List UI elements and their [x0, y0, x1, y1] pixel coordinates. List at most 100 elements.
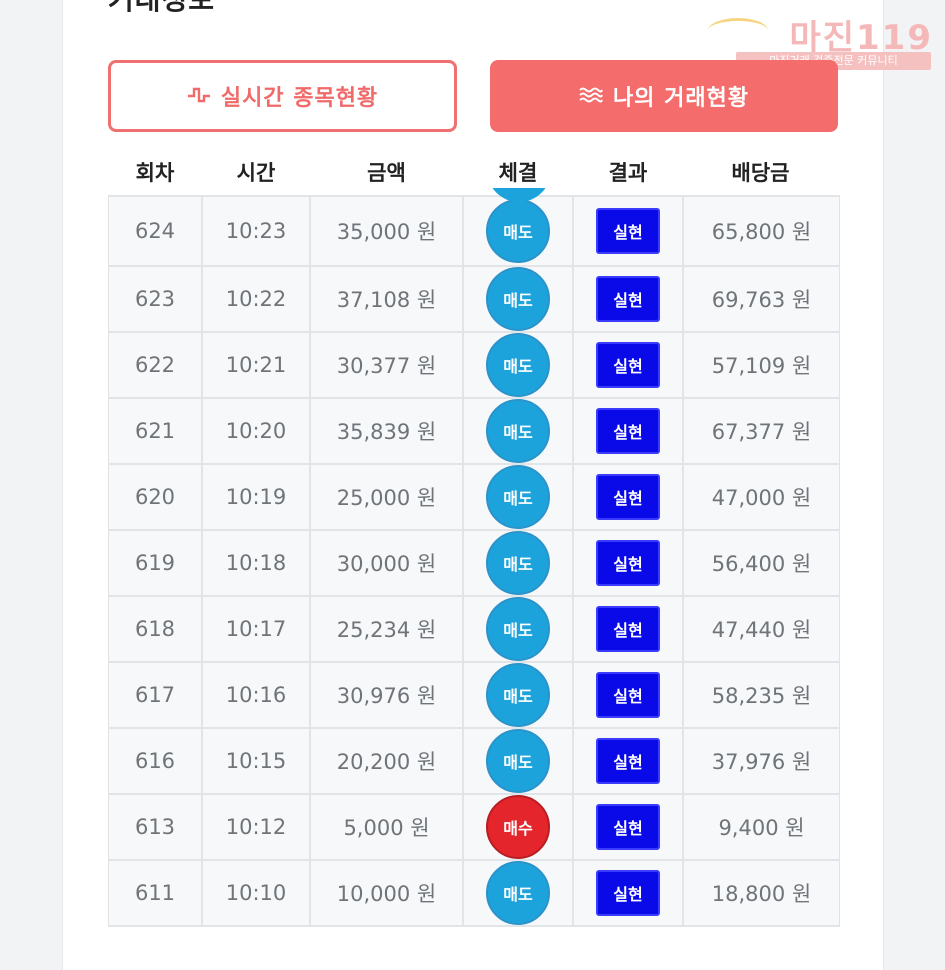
cell-trade: 매도 — [464, 663, 574, 727]
cell-round: 616 — [109, 729, 203, 793]
cell-trade: 매도 — [464, 531, 574, 595]
cell-payout: 9,400 원 — [718, 816, 805, 840]
cell-result: 실현 — [574, 465, 684, 529]
cell-amount: 35,000 원 — [311, 197, 464, 265]
cell-time: 10:12 — [203, 795, 311, 859]
cell-amount: 30,000 원 — [311, 531, 464, 595]
table-row: 618 10:17 25,234 원 매도 실현 47,440 원 — [109, 597, 839, 663]
header-trade: 체결 — [498, 161, 538, 185]
scrolled-badge-peek — [487, 188, 551, 202]
header-amount: 금액 — [367, 161, 406, 185]
trade-badge: 매도 — [486, 267, 550, 331]
trade-badge: 매도 — [486, 531, 550, 595]
cell-payout: 67,377 원 — [711, 420, 812, 444]
table-row: 623 10:22 37,108 원 매도 실현 69,763 원 — [109, 267, 839, 333]
table-row: 616 10:15 20,200 원 매도 실현 37,976 원 — [109, 729, 839, 795]
live-status-label: 실시간 종목현황 — [220, 86, 379, 111]
cell-time: 10:20 — [203, 399, 311, 463]
cell-round: 611 — [109, 861, 203, 925]
cell-payout: 69,763 원 — [711, 288, 812, 312]
my-trades-label: 나의 거래현황 — [612, 86, 750, 111]
header-time: 시간 — [236, 161, 276, 185]
table-row: 611 10:10 10,000 원 매도 실현 18,800 원 — [109, 861, 839, 927]
cell-trade: 매수 — [464, 795, 574, 859]
cell-round: 617 — [109, 663, 203, 727]
table-row: 613 10:12 5,000 원 매수 실현 9,400 원 — [109, 795, 839, 861]
cell-amount: 37,108 원 — [311, 267, 464, 331]
trade-badge: 매도 — [486, 597, 550, 661]
result-badge: 실현 — [596, 474, 660, 520]
cell-amount: 30,377 원 — [311, 333, 464, 397]
cell-time: 10:17 — [203, 597, 311, 661]
cell-trade: 매도 — [464, 333, 574, 397]
cell-payout: 58,235 원 — [711, 684, 812, 708]
trade-badge: 매수 — [486, 795, 550, 859]
cell-trade: 매도 — [464, 399, 574, 463]
result-badge: 실현 — [596, 606, 660, 652]
cell-trade: 매도 — [464, 729, 574, 793]
wing-icon — [708, 18, 768, 43]
cell-payout: 47,000 원 — [711, 486, 812, 510]
cell-amount: 10,000 원 — [311, 861, 464, 925]
pulse-icon — [187, 86, 211, 107]
table-header: 회차 시간 금액 체결 결과 배당금 — [108, 150, 838, 196]
cell-result: 실현 — [574, 795, 684, 859]
cell-result: 실현 — [574, 333, 684, 397]
cell-result: 실현 — [574, 663, 684, 727]
table-row: 621 10:20 35,839 원 매도 실현 67,377 원 — [109, 399, 839, 465]
result-badge: 실현 — [596, 408, 660, 454]
cell-time: 10:18 — [203, 531, 311, 595]
cell-result: 실현 — [574, 729, 684, 793]
cell-time: 10:22 — [203, 267, 311, 331]
cell-amount: 30,976 원 — [311, 663, 464, 727]
cell-amount: 25,234 원 — [311, 597, 464, 661]
cell-round: 618 — [109, 597, 203, 661]
watermark-logo: 마진119 — [789, 18, 933, 58]
header-round: 회차 — [135, 161, 175, 185]
result-badge: 실현 — [596, 804, 660, 850]
result-badge: 실현 — [596, 540, 660, 586]
my-trades-button[interactable]: 나의 거래현황 — [490, 60, 838, 132]
cell-trade: 매도 — [464, 861, 574, 925]
cell-result: 실현 — [574, 267, 684, 331]
trade-badge: 매도 — [486, 729, 550, 793]
cell-result: 실현 — [574, 597, 684, 661]
trade-table-body[interactable]: 624 10:23 35,000 원 매도 실현 65,800 원 623 10:22 37,1… — [108, 195, 840, 927]
cell-round: 624 — [109, 197, 203, 265]
cell-trade: 매도 — [464, 597, 574, 661]
cell-round: 622 — [109, 333, 203, 397]
live-status-button[interactable]: 실시간 종목현황 — [108, 60, 457, 132]
cell-payout: 57,109 원 — [711, 354, 812, 378]
table-row: 620 10:19 25,000 원 매도 실현 47,000 원 — [109, 465, 839, 531]
cell-payout: 37,976 원 — [711, 750, 812, 774]
cell-result: 실현 — [574, 399, 684, 463]
result-badge: 실현 — [596, 870, 660, 916]
cell-time: 10:16 — [203, 663, 311, 727]
cell-payout: 65,800 원 — [711, 220, 812, 244]
table-row: 619 10:18 30,000 원 매도 실현 56,400 원 — [109, 531, 839, 597]
cell-amount: 25,000 원 — [311, 465, 464, 529]
cell-payout: 18,800 원 — [711, 882, 812, 906]
result-badge: 실현 — [596, 738, 660, 784]
cell-trade: 매도 — [464, 465, 574, 529]
cell-time: 10:21 — [203, 333, 311, 397]
cell-round: 619 — [109, 531, 203, 595]
cell-time: 10:10 — [203, 861, 311, 925]
trade-badge: 매도 — [486, 861, 550, 925]
section-title: 거래정보 — [108, 0, 215, 18]
cell-round: 621 — [109, 399, 203, 463]
result-badge: 실현 — [596, 342, 660, 388]
cell-time: 10:23 — [203, 197, 311, 265]
cell-result: 실현 — [574, 861, 684, 925]
cell-round: 613 — [109, 795, 203, 859]
cell-trade: 매도 — [464, 197, 574, 265]
cell-time: 10:19 — [203, 465, 311, 529]
result-badge: 실현 — [596, 672, 660, 718]
result-badge: 실현 — [596, 276, 660, 322]
table-row: 622 10:21 30,377 원 매도 실현 57,109 원 — [109, 333, 839, 399]
cell-result: 실현 — [574, 531, 684, 595]
cell-result: 실현 — [574, 197, 684, 265]
trade-badge: 매도 — [486, 333, 550, 397]
trade-badge: 매도 — [486, 663, 550, 727]
table-row: 624 10:23 35,000 원 매도 실현 65,800 원 — [109, 195, 839, 267]
